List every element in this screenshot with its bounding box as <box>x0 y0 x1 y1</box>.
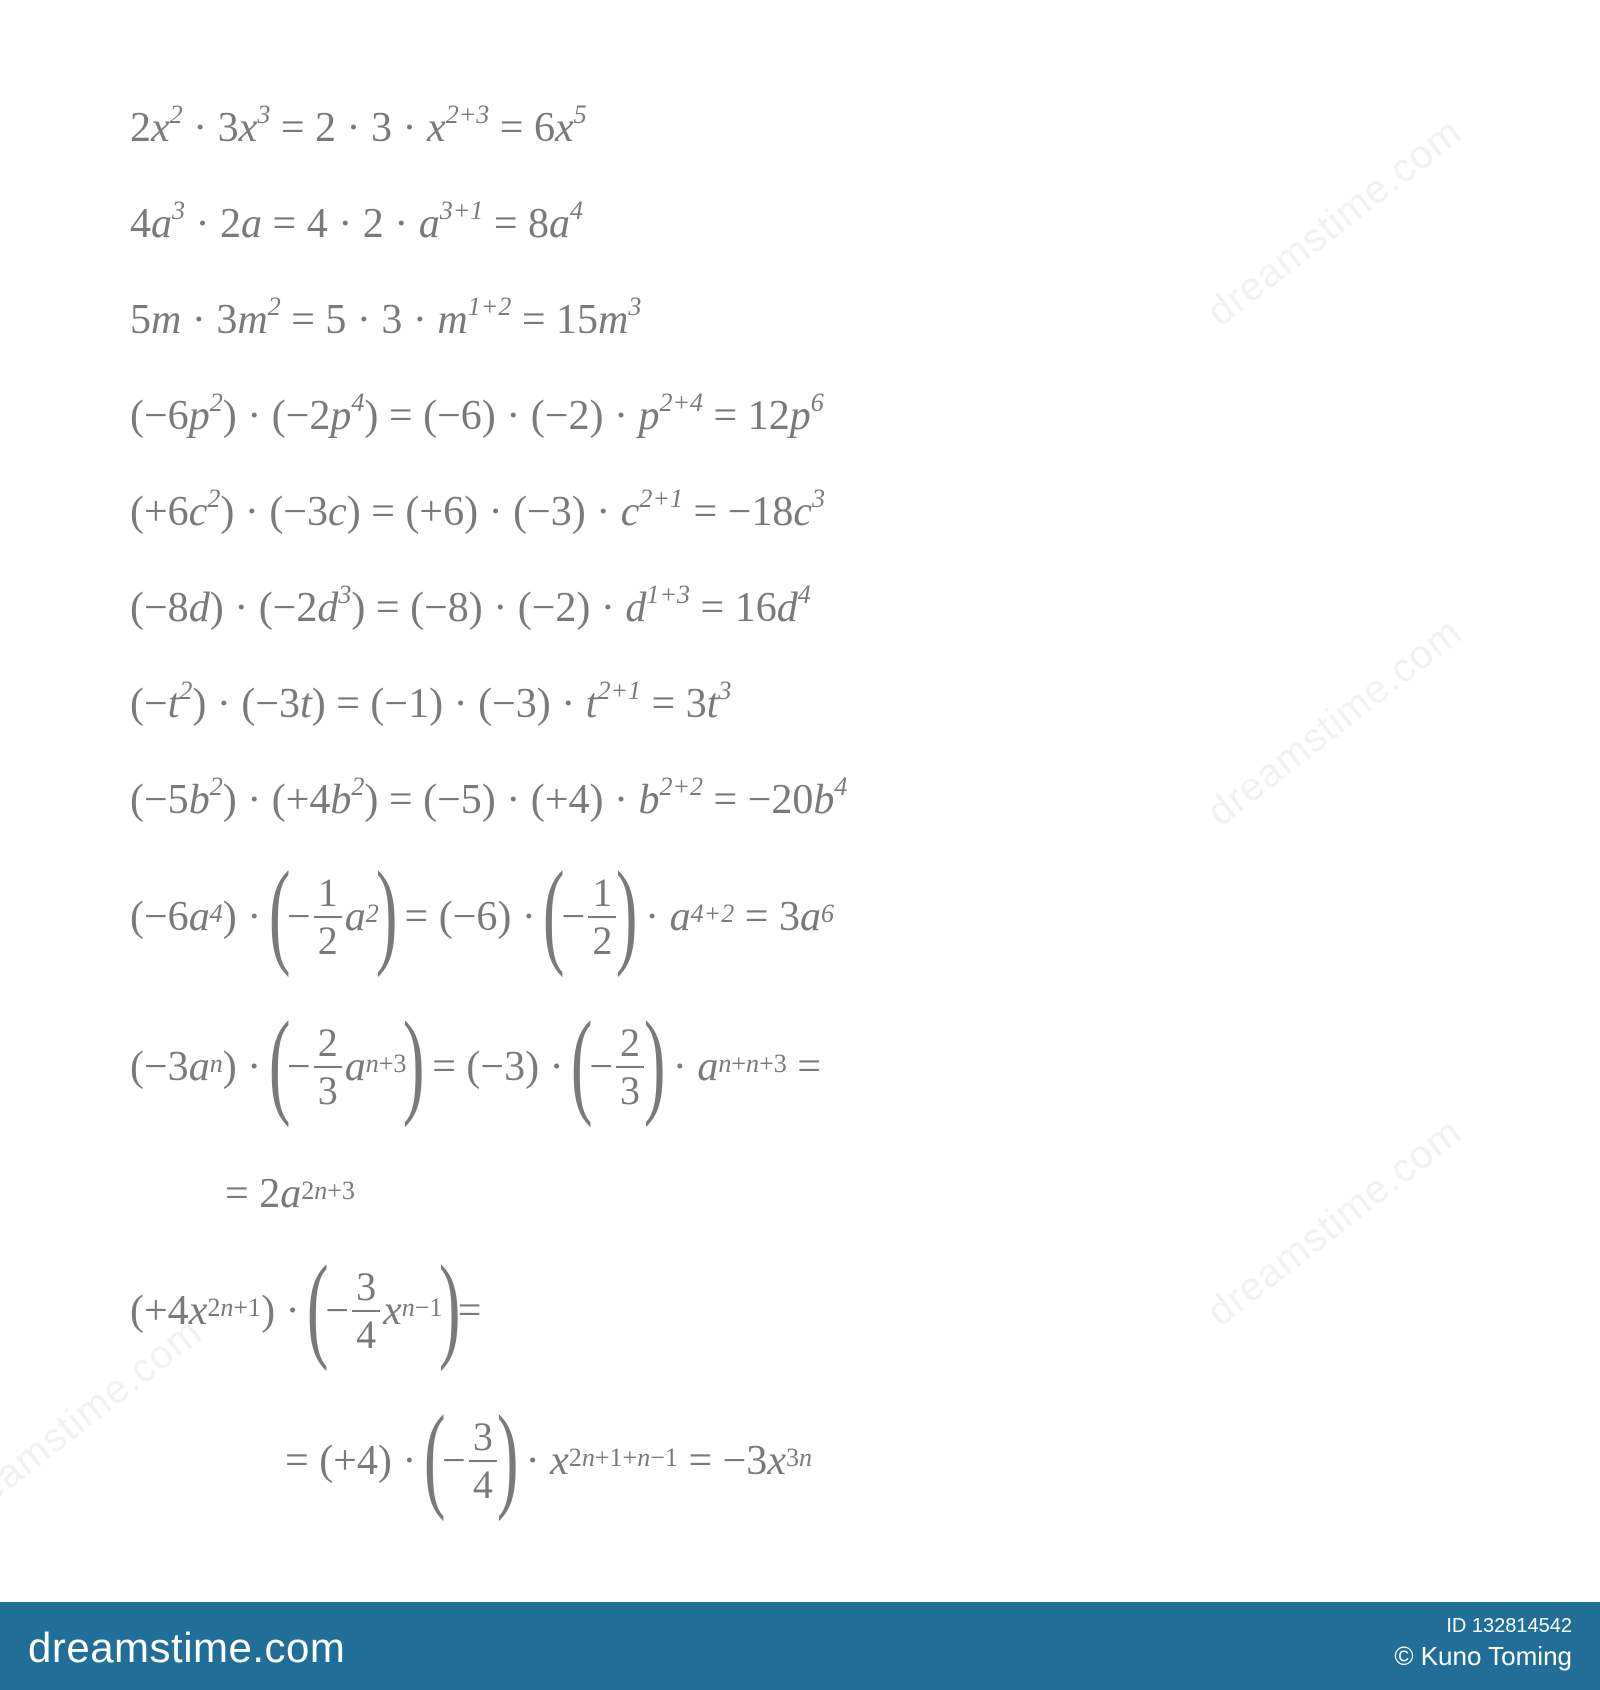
diagonal-watermark: dreamstime.com <box>1199 1109 1471 1335</box>
equation-line: (−8d) · (−2d3) = (−8) · (−2) · d1+3 = 16… <box>130 585 847 629</box>
equation-line: = (+4) · (−34) · x2n+1+n−1 = −3x3n <box>130 1417 847 1505</box>
watermark-site: dreamstime.com <box>28 1624 345 1672</box>
diagonal-watermark: dreamstime.com <box>1199 109 1471 335</box>
equation-line: (−6a4) · (−12a2) = (−6) · (−12) · a4+2 =… <box>130 873 847 961</box>
equation-line: (−3an) · (−23an+3) = (−3) · (−23) · an+n… <box>130 1023 847 1111</box>
watermark-author: © Kuno Toming <box>1394 1641 1572 1672</box>
equation-line: 4a3 · 2a = 4 · 2 · a3+1 = 8a4 <box>130 201 847 245</box>
equation-line: (−6p2) · (−2p4) = (−6) · (−2) · p2+4 = 1… <box>130 393 847 437</box>
equation-line: 5m · 3m2 = 5 · 3 · m1+2 = 15m3 <box>130 297 847 341</box>
equation-line: 2x2 · 3x3 = 2 · 3 · x2+3 = 6x5 <box>130 105 847 149</box>
watermark-strip: dreamstime.com ID 132814542 © Kuno Tomin… <box>0 1602 1600 1690</box>
equation-line: (+6c2) · (−3c) = (+6) · (−3) · c2+1 = −1… <box>130 489 847 533</box>
equation-line: = 2a2n+3 <box>130 1173 847 1215</box>
equation-block: 2x2 · 3x3 = 2 · 3 · x2+3 = 6x5 4a3 · 2a … <box>130 105 847 1567</box>
watermark-id: ID 132814542 <box>1446 1615 1572 1638</box>
diagonal-watermark: dreamstime.com <box>1199 609 1471 835</box>
equation-line: (−5b2) · (+4b2) = (−5) · (+4) · b2+2 = −… <box>130 777 847 821</box>
equation-line: (−t2) · (−3t) = (−1) · (−3) · t2+1 = 3t3 <box>130 681 847 725</box>
equation-line: (+4x2n+1) · (−34xn−1)= <box>130 1267 847 1355</box>
